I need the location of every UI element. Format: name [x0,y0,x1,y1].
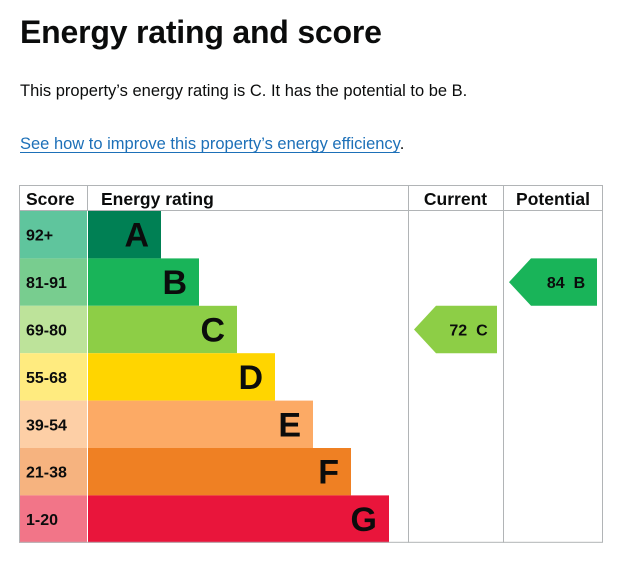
score-label-a: 92+ [26,228,53,245]
score-cell-c [19,305,87,354]
score-label-b: 81-91 [26,275,67,292]
improve-link-suffix: . [399,135,405,153]
improve-efficiency-link[interactable]: See how to improve this property’s energ… [20,135,400,153]
score-cell-e [19,400,87,448]
score-cell-f [19,448,87,496]
current-rating-arrow [414,305,497,354]
rating-bar-e [88,400,313,448]
rating-letter-d: D [238,359,263,397]
chart-border [19,185,603,543]
rating-bar-a [88,211,161,259]
page-title: Energy rating and score [20,14,382,50]
score-cell-g [19,495,87,543]
current-rating-label: 72 C [449,323,488,340]
potential-rating-label: 84 B [547,275,585,292]
rating-letter-c: C [200,312,225,350]
rating-bar-b [88,258,199,306]
potential-rating-arrow [509,258,597,306]
rating-letter-b: B [162,264,187,302]
score-label-g: 1-20 [26,512,58,529]
rating-letter-a: A [124,217,149,255]
header-energy-rating: Energy rating [101,189,214,209]
rating-letter-g: G [351,501,377,539]
score-cell-b [19,258,87,306]
rating-letter-e: E [278,406,301,444]
score-label-e: 39-54 [26,417,67,434]
rating-bar-f [88,448,351,496]
score-cell-a [19,211,87,259]
rating-letter-f: F [318,454,339,492]
score-label-d: 55-68 [26,370,67,387]
rating-bar-c [88,305,237,354]
rating-bar-g [88,495,389,543]
header-score: Score [26,189,75,209]
header-potential: Potential [516,189,590,209]
header-current: Current [424,189,487,209]
score-label-c: 69-80 [26,323,67,340]
score-cell-d [19,353,87,401]
improve-paragraph: See how to improve this property’s energ… [20,135,404,154]
rating-summary: This property’s energy rating is C. It h… [20,82,468,100]
rating-bar-d [88,353,275,401]
score-label-f: 21-38 [26,465,67,482]
